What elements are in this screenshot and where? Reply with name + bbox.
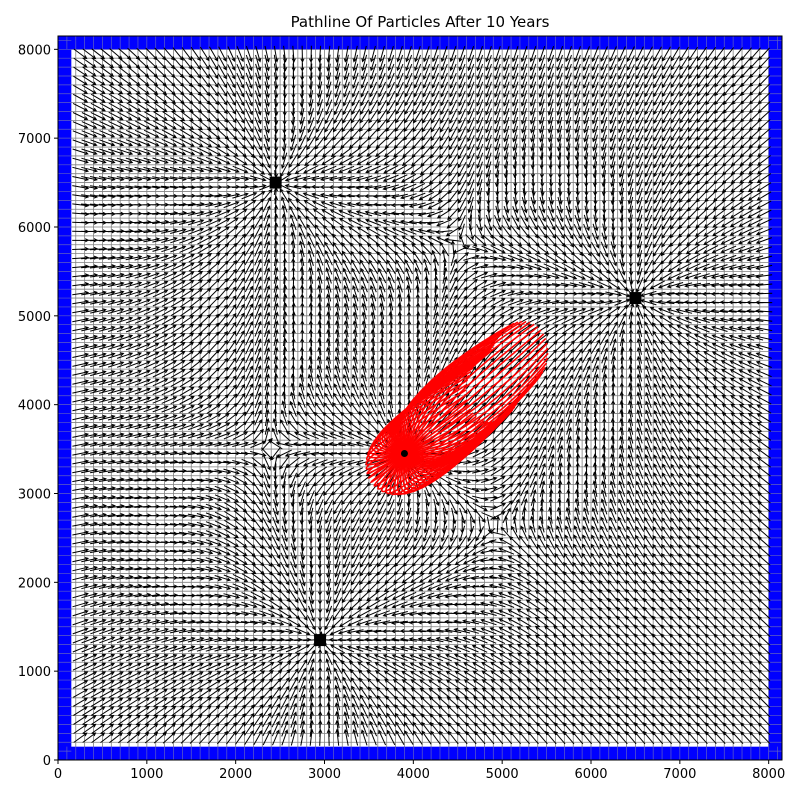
pathline (365, 384, 467, 462)
pathline (403, 333, 545, 455)
pathline (403, 403, 518, 479)
plot-area (57, 36, 782, 761)
release-point-dot (400, 450, 408, 458)
y-tick-label: 5000 (18, 310, 51, 325)
x-tick-label: 5000 (486, 767, 519, 782)
pathline (404, 342, 548, 455)
pathline (365, 389, 467, 466)
particle-release-point (400, 450, 408, 458)
well-marker (629, 292, 642, 305)
y-tick-label: 7000 (18, 132, 51, 147)
x-tick-label: 4000 (397, 767, 430, 782)
pathline (365, 394, 467, 470)
pathline (404, 374, 542, 456)
y-tick-label: 1000 (18, 665, 51, 680)
wells (269, 176, 642, 647)
pathline (367, 404, 469, 479)
particle-pathlines (365, 320, 549, 496)
pathline (373, 412, 474, 487)
x-tick-label: 6000 (574, 767, 607, 782)
y-tick-label: 4000 (18, 399, 51, 414)
well-marker (314, 634, 327, 647)
y-tick-label: 6000 (18, 221, 51, 236)
y-tick-label: 2000 (18, 576, 51, 591)
flow-vector-arrows (72, 45, 773, 746)
pathline (373, 367, 474, 455)
well-marker (269, 176, 282, 189)
y-tick-label: 0 (43, 754, 51, 769)
x-tick-label: 0 (54, 767, 62, 782)
pathline (404, 357, 549, 455)
pathline (404, 347, 549, 455)
pathline (371, 370, 472, 455)
x-tick-label: 3000 (308, 767, 341, 782)
y-axis: 0 1000 2000 3000 4000 5000 6000 7000 8000 (18, 43, 58, 769)
boundary-bottom (58, 746, 782, 760)
pathline (404, 337, 547, 455)
pathline (366, 399, 468, 475)
x-axis: 0 1000 2000 3000 4000 5000 6000 7000 8000 (54, 760, 785, 782)
x-tick-label: 8000 (752, 767, 785, 782)
pathline (403, 323, 535, 454)
chart-title: Pathline Of Particles After 10 Years (291, 13, 550, 31)
boundary-top (58, 36, 782, 50)
x-tick-label: 7000 (663, 767, 696, 782)
pathline (367, 379, 469, 459)
boundary-left (58, 36, 72, 760)
y-tick-label: 3000 (18, 487, 51, 502)
constant-head-boundary (57, 36, 782, 761)
x-tick-label: 1000 (130, 767, 163, 782)
flow-vectors (72, 45, 773, 746)
y-tick-label: 8000 (18, 43, 51, 58)
pathline (385, 419, 485, 495)
axes-frame (57, 35, 783, 761)
pathline (404, 352, 549, 455)
pathline (404, 362, 548, 455)
pathline (403, 326, 539, 455)
boundary-right (768, 36, 782, 760)
pathline (369, 408, 471, 484)
x-tick-label: 2000 (219, 767, 252, 782)
pathline (403, 400, 519, 476)
